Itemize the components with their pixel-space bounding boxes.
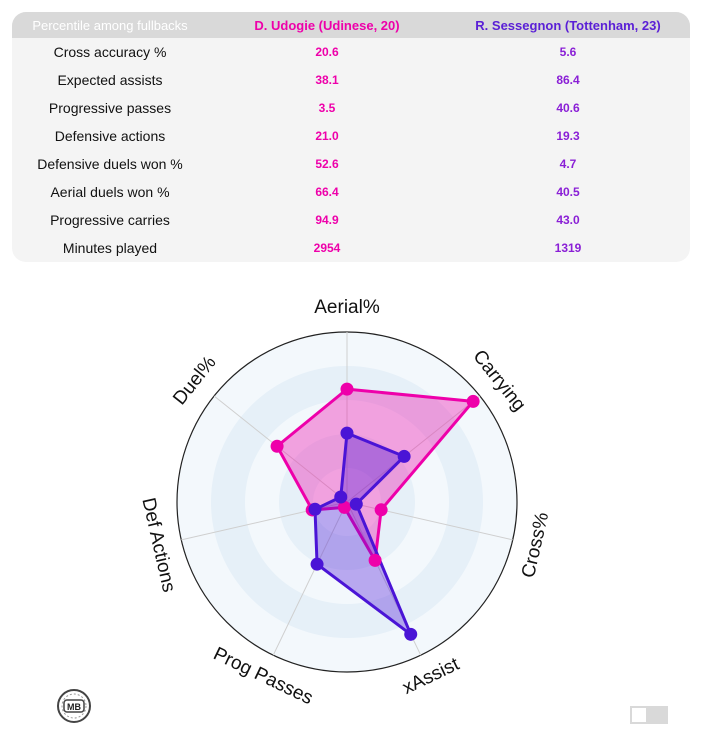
row-player1-value: 3.5 [318,101,336,115]
table-row: Defensive actions 21.0 19.3 [12,122,690,150]
series-point-1 [466,394,480,408]
table-body: Cross accuracy % 20.6 5.6 Expected assists 3… [12,38,690,262]
row-player1-value: 21.0 [315,129,339,143]
table-row: Progressive carries 94.9 43.0 [12,206,690,234]
row-player2-value: 40.6 [556,101,580,115]
row-metric: Defensive actions [54,128,166,144]
row-player2-value: 1319 [554,241,582,255]
series-point-1 [270,439,284,453]
row-metric: Progressive carries [50,212,170,228]
header-player1: D. Udogie (Udinese, 20) [254,17,400,33]
row-player1-value: 38.1 [315,73,339,87]
row-player1-value: 66.4 [315,185,339,199]
series-area-1 [275,387,475,562]
series-point-2 [334,490,348,504]
series-point-1 [374,503,388,517]
row-metric: Defensive duels won % [37,156,183,172]
row-player1-value: 2954 [313,241,341,255]
toggle-switch-icon[interactable] [630,706,668,724]
series-point-1 [340,382,354,396]
row-player2-value: 43.0 [556,213,580,227]
axis-label: Aerial% [314,297,380,318]
table-row: Defensive duels won % 52.6 4.7 [12,150,690,178]
table-row: Aerial duels won % 66.4 40.5 [12,178,690,206]
toggle-knob [632,708,646,722]
table-header: Percentile among fullbacks D. Udogie (Ud… [12,12,690,38]
logo-text: MB [67,702,81,712]
row-player2-value: 5.6 [559,45,577,59]
row-player2-value: 4.7 [559,157,577,171]
axis-spoke [272,501,348,656]
series-point-2 [308,502,322,516]
axis-label: Def Actions [137,496,179,594]
row-player1-value: 52.6 [315,157,339,171]
axis-label: Cross% [518,510,553,580]
series-point-2 [404,627,418,641]
row-player2-value: 86.4 [556,73,580,87]
series-point-2 [310,557,324,571]
axis-spoke [346,395,481,503]
table-row: Cross accuracy % 20.6 5.6 [12,38,690,66]
comparison-table: Percentile among fullbacks D. Udogie (Ud… [12,12,690,262]
axis-spoke [346,501,513,541]
series-point-1 [368,553,382,567]
row-metric: Progressive passes [48,100,172,116]
row-metric: Minutes played [62,240,158,256]
mb-logo-icon: MB [57,689,91,723]
row-metric: Aerial duels won % [50,184,170,200]
series-point-1 [337,500,351,514]
series-point-2 [340,426,354,440]
row-player2-value: 40.5 [556,185,580,199]
row-player2-value: 19.3 [556,129,580,143]
table-row: Progressive passes 3.5 40.6 [12,94,690,122]
row-player1-value: 20.6 [315,45,339,59]
table-row: Minutes played 2954 1319 [12,234,690,262]
series-point-2 [397,449,411,463]
header-player2: R. Sessegnon (Tottenham, 23) [475,17,661,33]
row-metric: Cross accuracy % [53,44,167,60]
series-point-2 [349,497,363,511]
row-metric: Expected assists [57,72,163,88]
row-player1-value: 94.9 [315,213,339,227]
table-row: Expected assists 38.1 86.4 [12,66,690,94]
header-metric: Percentile among fullbacks [32,17,188,33]
